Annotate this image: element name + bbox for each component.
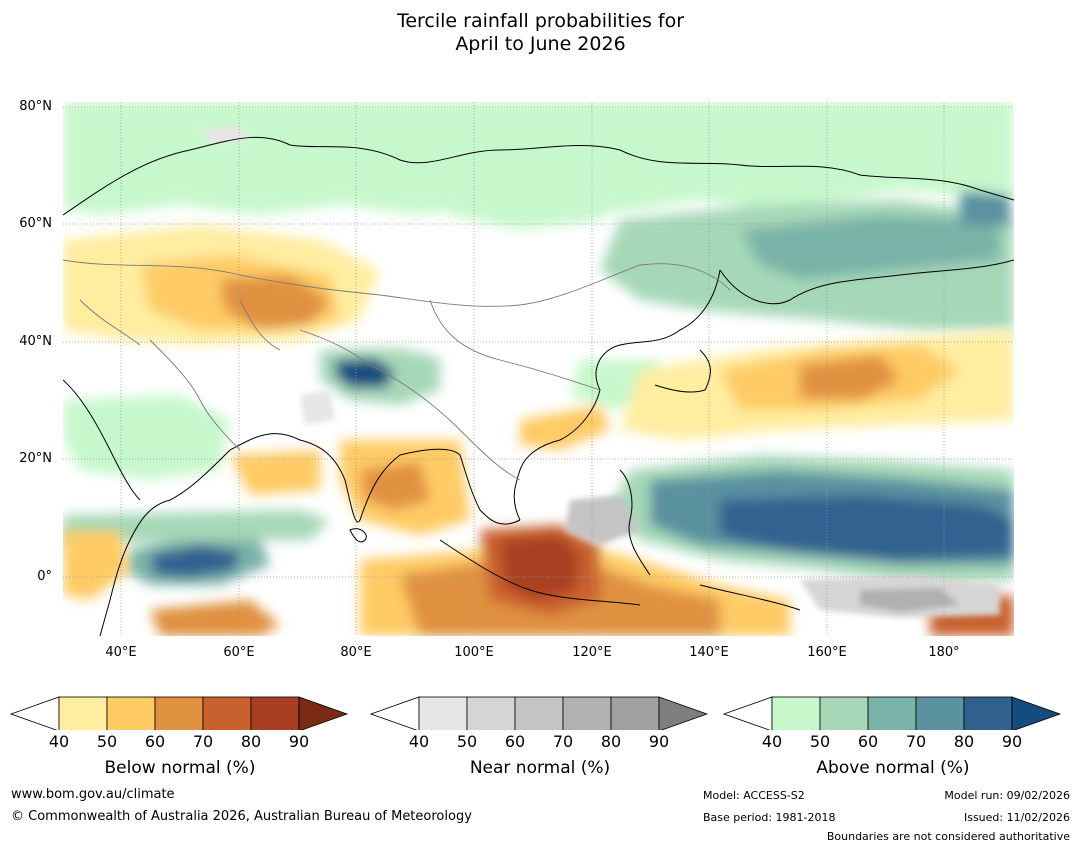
lon-label-100e: 100°E	[454, 645, 494, 660]
swatch-below-2	[106, 696, 156, 732]
lon-label-180: 180°	[928, 645, 960, 660]
lon-label-120e: 120°E	[572, 645, 612, 660]
tick-above-40: 40	[761, 732, 783, 751]
colorbar-near-normal-swatches	[369, 696, 709, 732]
below-normal-fields	[63, 225, 1014, 636]
footer-model-run: Model run: 09/02/2026	[944, 789, 1070, 802]
tick-above-50: 50	[809, 732, 831, 751]
country-borders	[63, 259, 731, 481]
footer-model: Model: ACCESS-S2	[703, 789, 805, 802]
tick-below-50: 50	[96, 732, 118, 751]
near-normal-fields	[200, 125, 1000, 618]
swatch-below-5	[250, 696, 300, 732]
tick-below-90: 90	[288, 732, 310, 751]
swatch-above-3	[867, 696, 917, 732]
map-title-line2: April to June 2026	[455, 33, 626, 55]
tick-near-40: 40	[408, 732, 430, 751]
colorbar-below-label: Below normal (%)	[104, 758, 256, 778]
tick-near-60: 60	[504, 732, 526, 751]
colorbar-near-label: Near normal (%)	[469, 758, 611, 778]
swatch-near-3	[514, 696, 564, 732]
footer-website: www.bom.gov.au/climate	[11, 787, 175, 802]
colorbar-above-normal-swatches	[722, 696, 1062, 732]
swatch-below-4	[202, 696, 252, 732]
colorbar-near-normal: 40 50 60 70 80 90 Near normal (%)	[369, 690, 710, 780]
lon-label-40e: 40°E	[105, 645, 137, 660]
lat-label-60n: 60°N	[19, 216, 52, 231]
footer-issued: Issued: 11/02/2026	[963, 811, 1070, 824]
swatch-below-3	[154, 696, 204, 732]
lat-label-80n: 80°N	[19, 99, 52, 114]
colorbar-below-normal-swatches	[9, 696, 349, 732]
tick-near-80: 80	[600, 732, 622, 751]
tick-near-90: 90	[648, 732, 670, 751]
swatch-near-1	[418, 696, 468, 732]
tick-above-80: 80	[953, 732, 975, 751]
tick-below-70: 70	[192, 732, 214, 751]
lat-label-20n: 20°N	[19, 451, 52, 466]
swatch-near-2	[466, 696, 516, 732]
graticule	[63, 102, 1014, 636]
lon-label-160e: 160°E	[807, 645, 847, 660]
tick-below-80: 80	[240, 732, 262, 751]
tick-below-40: 40	[48, 732, 70, 751]
footer-disclaimer: Boundaries are not considered authoritat…	[826, 830, 1070, 843]
lat-label-0: 0°	[37, 569, 52, 584]
above-normal-fields	[63, 102, 1014, 585]
lon-label-60e: 60°E	[223, 645, 255, 660]
tick-below-60: 60	[144, 732, 166, 751]
swatch-below-1	[58, 696, 108, 732]
colorbar-above-label: Above normal (%)	[816, 758, 970, 778]
swatch-above-1	[771, 696, 821, 732]
swatch-near-5	[610, 696, 660, 732]
swatch-above-4	[915, 696, 965, 732]
swatch-above-5	[963, 696, 1013, 732]
lon-label-140e: 140°E	[689, 645, 729, 660]
swatch-above-2	[819, 696, 869, 732]
swatch-near-4	[562, 696, 612, 732]
colorbar-above-normal: 40 50 60 70 80 90 Above normal (%)	[722, 690, 1063, 780]
footer-copyright: © Commonwealth of Australia 2026, Austra…	[11, 809, 472, 824]
footer-base-period: Base period: 1981-2018	[703, 811, 836, 824]
lat-label-40n: 40°N	[19, 334, 52, 349]
tick-above-90: 90	[1001, 732, 1023, 751]
map-title-line1: Tercile rainfall probabilities for	[396, 10, 685, 32]
tick-above-60: 60	[857, 732, 879, 751]
tick-near-70: 70	[552, 732, 574, 751]
colorbar-below-normal: 40 50 60 70 80 90 Below normal (%)	[9, 690, 350, 780]
tick-above-70: 70	[905, 732, 927, 751]
tick-near-50: 50	[456, 732, 478, 751]
lon-label-80e: 80°E	[340, 645, 372, 660]
